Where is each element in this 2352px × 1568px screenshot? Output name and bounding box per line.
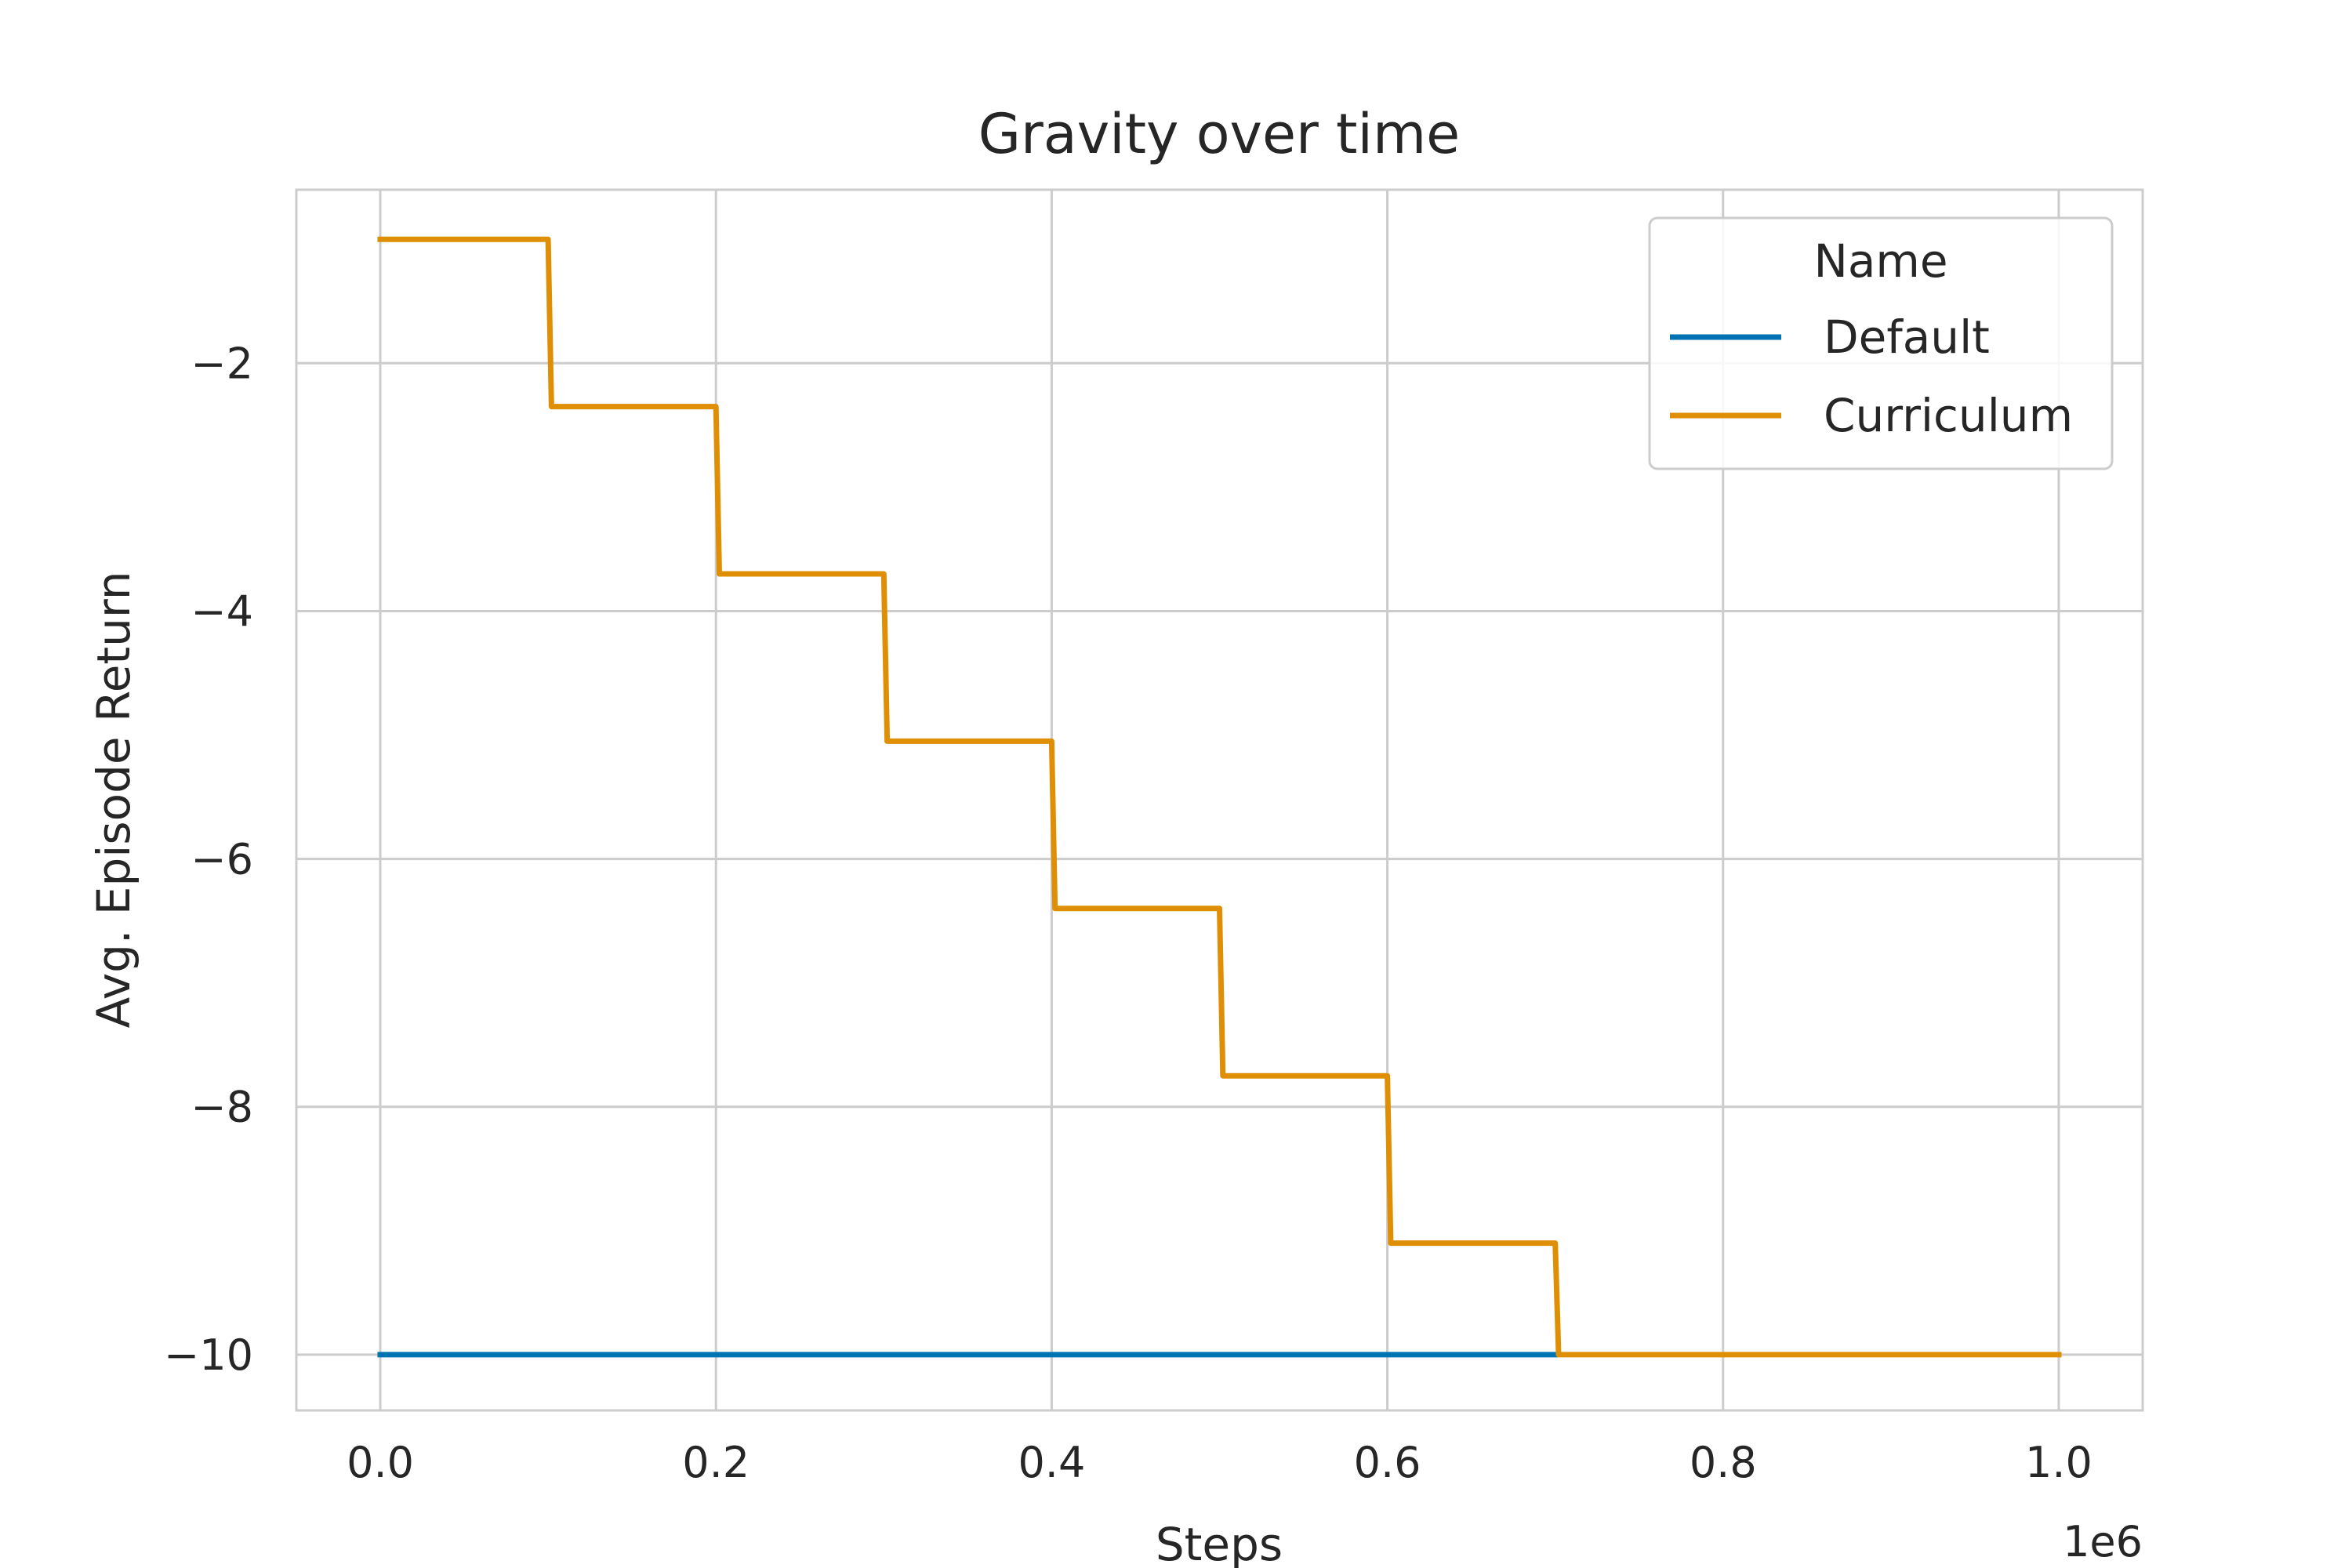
y-tick-label: −10 bbox=[164, 1330, 253, 1380]
legend-label-curriculum: Curriculum bbox=[1824, 389, 2073, 442]
x-tick-labels: 0.0 0.2 0.4 0.6 0.8 1.0 bbox=[347, 1438, 2092, 1487]
legend: Name Default Curriculum bbox=[1648, 216, 2114, 470]
x-tick-label: 0.0 bbox=[347, 1438, 414, 1487]
y-tick-label: −6 bbox=[191, 835, 253, 884]
x-tick-label: 0.6 bbox=[1354, 1438, 1421, 1487]
x-tick-label: 0.2 bbox=[682, 1438, 750, 1487]
y-axis-label: Avg. Episode Return bbox=[87, 572, 140, 1029]
x-tick-label: 1.0 bbox=[2025, 1438, 2092, 1487]
series-line-curriculum bbox=[377, 236, 2062, 1358]
x-offset-label: 1e6 bbox=[2063, 1517, 2143, 1566]
x-axis-label: Steps bbox=[1156, 1518, 1283, 1568]
y-tick-label: −2 bbox=[191, 339, 253, 388]
chart-title: Gravity over time bbox=[978, 102, 1460, 166]
x-tick-label: 0.4 bbox=[1018, 1438, 1085, 1487]
y-tick-label: −4 bbox=[191, 586, 253, 636]
legend-label-default: Default bbox=[1824, 310, 1990, 364]
plot-frame bbox=[295, 188, 2144, 1412]
series-layer bbox=[377, 236, 2062, 1358]
y-tick-labels: −2 −4 −6 −8 −10 bbox=[164, 339, 253, 1380]
y-tick-label: −8 bbox=[191, 1083, 253, 1132]
legend-title: Name bbox=[1813, 234, 1947, 288]
x-tick-label: 0.8 bbox=[1690, 1438, 1757, 1487]
legend-box bbox=[1648, 216, 2114, 470]
